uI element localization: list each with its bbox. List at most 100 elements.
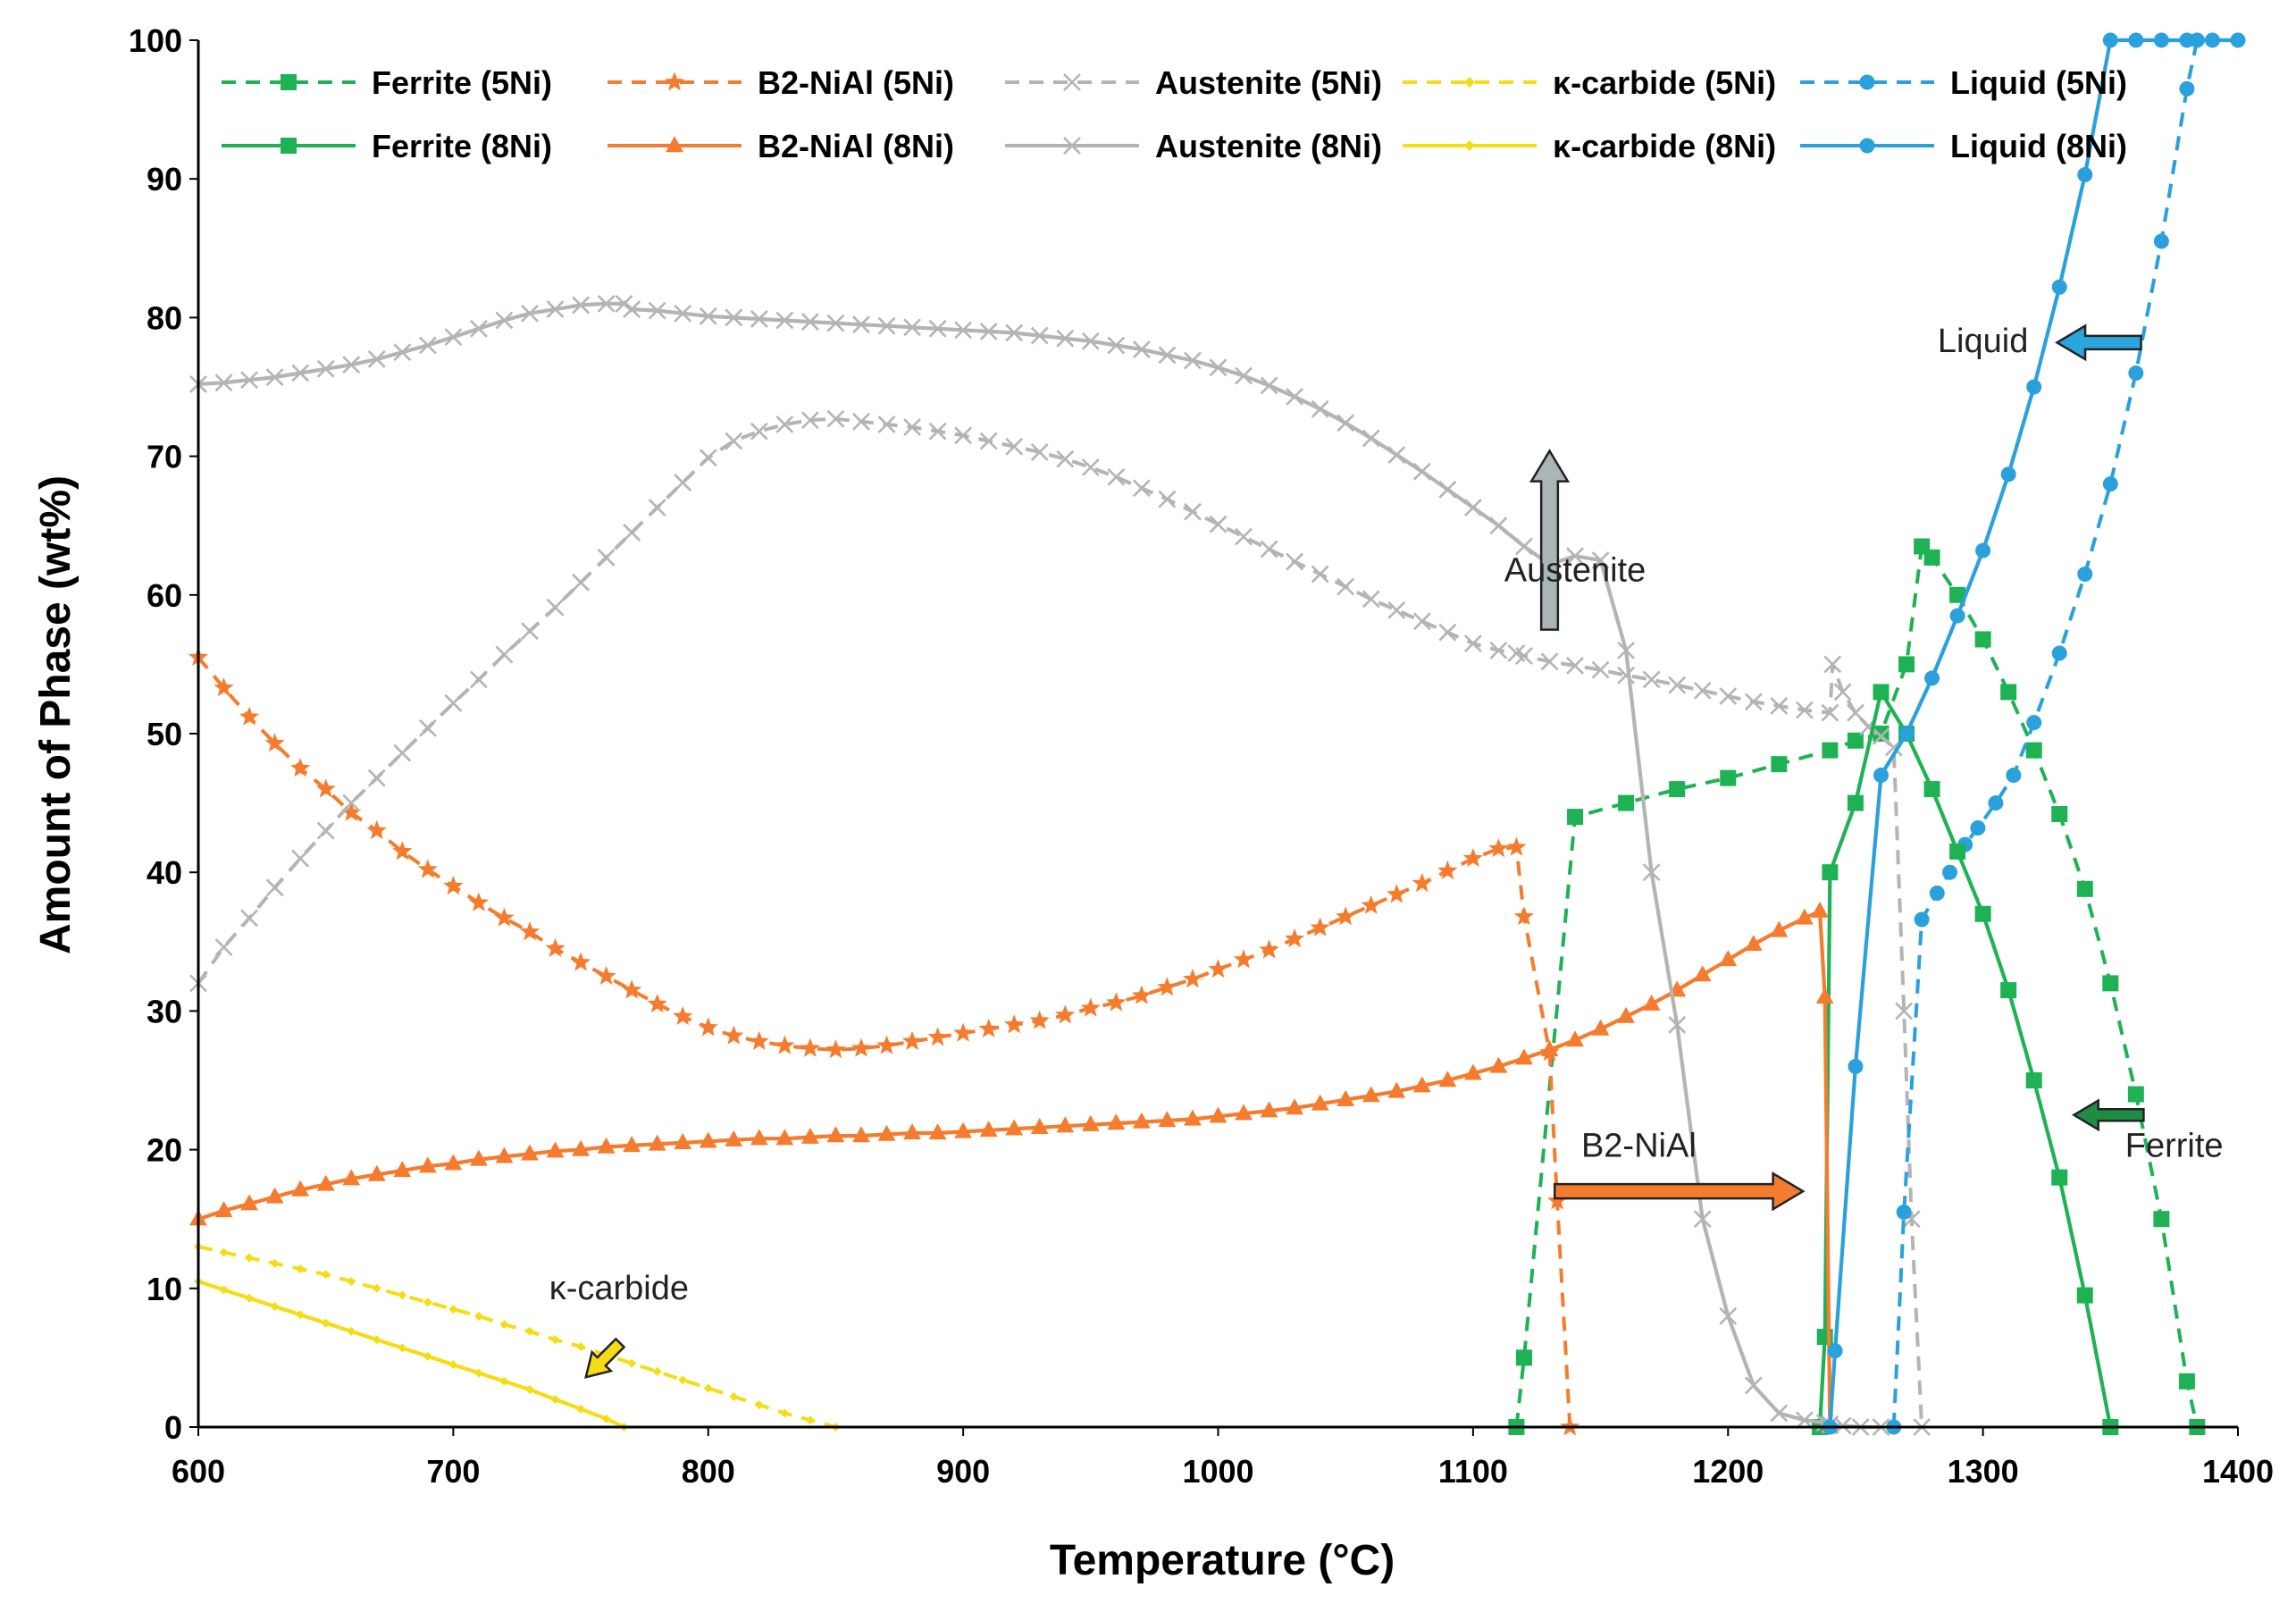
data-point <box>1387 446 1406 464</box>
data-point <box>342 794 361 812</box>
data-point <box>1642 863 1661 882</box>
data-point <box>2025 1072 2042 1088</box>
data-point <box>1337 1089 1355 1106</box>
axis-ticks: 600 700 800 900 1000 1100 1200 1300 1400 0 10 20 30 4… <box>129 22 2274 1490</box>
data-point <box>703 1383 713 1393</box>
data-point <box>417 859 438 878</box>
data-point <box>524 1385 534 1395</box>
data-point <box>392 841 413 861</box>
data-point <box>623 1136 641 1153</box>
series-liquid-8ni <box>1822 32 2246 1435</box>
data-point <box>1872 727 1890 746</box>
data-point <box>1081 332 1100 350</box>
ferrite-arrow-icon <box>2071 1098 2145 1132</box>
data-point <box>1311 565 1329 584</box>
data-point <box>597 548 616 567</box>
data-point <box>979 1121 998 1138</box>
data-point <box>1132 479 1151 498</box>
legend-entry: κ-carbide (5Ni) <box>1403 64 1776 101</box>
data-point <box>1591 660 1610 679</box>
data-point <box>519 921 540 941</box>
data-point <box>851 1037 872 1057</box>
data-point <box>826 314 845 332</box>
data-point <box>316 821 335 840</box>
data-point <box>2102 476 2118 492</box>
data-point <box>825 1039 846 1059</box>
data-point <box>1815 987 1834 1004</box>
data-point <box>1107 467 1126 486</box>
legend-marker <box>1464 77 1475 88</box>
data-point <box>2051 806 2068 823</box>
data-point <box>1080 997 1101 1017</box>
data-point <box>1923 549 1940 566</box>
legend-label: Ferrite (8Ni) <box>372 128 552 164</box>
data-point <box>1513 906 1535 926</box>
data-point <box>1506 836 1527 856</box>
legend-marker <box>1063 73 1081 91</box>
data-point <box>1898 726 1915 742</box>
data-point <box>495 1146 514 1163</box>
data-point <box>826 409 845 428</box>
data-point <box>1157 977 1177 996</box>
data-point <box>265 368 284 387</box>
data-point <box>1827 1343 1843 1359</box>
series-liquid-5ni <box>1886 32 2205 1435</box>
y-tick-label: 10 <box>147 1271 182 1307</box>
data-point <box>1618 794 1635 811</box>
series-b2-nial-8ni <box>189 901 1839 1434</box>
data-point <box>550 1394 560 1404</box>
data-point <box>1770 1404 1789 1423</box>
data-point <box>1184 351 1202 370</box>
data-point <box>978 1018 999 1037</box>
data-point <box>1898 656 1915 673</box>
data-point <box>954 426 973 445</box>
data-point <box>775 415 794 433</box>
data-point <box>1337 414 1355 432</box>
data-point <box>469 670 488 689</box>
data-point <box>219 1285 229 1295</box>
data-point <box>928 422 947 441</box>
data-point <box>1463 499 1482 516</box>
series-layer <box>188 32 2246 1436</box>
legend-label: Liquid (8Ni) <box>1950 128 2127 164</box>
data-point <box>800 313 819 331</box>
data-point <box>347 1277 356 1287</box>
data-point <box>499 1376 509 1386</box>
data-point <box>341 802 362 821</box>
data-point <box>1515 537 1533 556</box>
data-point <box>928 1123 947 1140</box>
data-point <box>1873 684 1890 701</box>
data-point <box>1642 994 1661 1011</box>
data-point <box>1642 670 1661 689</box>
data-point <box>877 415 896 433</box>
data-point <box>239 706 260 726</box>
data-point <box>1286 552 1304 571</box>
data-point <box>1847 732 1864 749</box>
data-point <box>316 1174 335 1191</box>
data-point <box>423 1351 432 1361</box>
data-point <box>801 1127 819 1144</box>
legend-entry: B2-NiAl (5Ni) <box>608 64 954 101</box>
data-point <box>623 300 641 319</box>
data-point <box>550 1335 560 1345</box>
data-point <box>264 733 285 752</box>
data-point <box>979 323 998 340</box>
data-point <box>2179 80 2195 97</box>
data-point <box>648 1134 666 1151</box>
data-point <box>1489 641 1508 659</box>
data-point <box>1795 701 1814 719</box>
data-point <box>2051 1169 2068 1186</box>
data-point <box>1235 366 1253 385</box>
data-point <box>1030 326 1049 345</box>
x-tick-label: 800 <box>682 1453 735 1490</box>
data-point <box>1693 681 1712 700</box>
data-point <box>1208 959 1228 978</box>
data-point <box>1005 323 1024 342</box>
data-point <box>2230 32 2246 48</box>
data-point <box>1235 1104 1253 1121</box>
data-point <box>219 1247 229 1257</box>
data-point <box>316 359 335 378</box>
data-point <box>1438 1071 1457 1088</box>
data-point <box>1463 634 1482 653</box>
